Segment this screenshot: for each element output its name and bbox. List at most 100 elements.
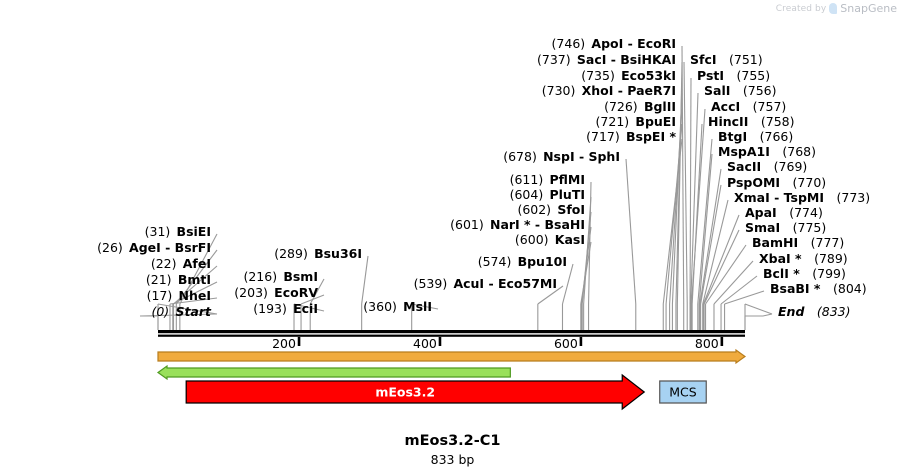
enzyme-name: BamHI [752, 235, 799, 250]
enzyme-name: XmaI - TspMI [734, 190, 824, 205]
enzyme-name: End [778, 304, 805, 319]
enzyme-position: (789) [814, 251, 848, 266]
enzyme-position: (604) [509, 187, 544, 202]
leader-line [713, 260, 754, 305]
enzyme-name: BmtI [177, 272, 211, 287]
leader-line [681, 45, 685, 305]
enzyme-name: PflMI [549, 172, 585, 187]
enzyme-name: Bsu36I [314, 246, 362, 261]
enzyme-name: Bpu10I [517, 254, 567, 269]
enzyme-label: (726) BglII [604, 100, 676, 113]
enzyme-position: (777) [810, 235, 845, 250]
enzyme-position: (289) [274, 246, 308, 261]
enzyme-position: (717) [586, 129, 620, 144]
enzyme-name: Eco53kI [621, 68, 676, 83]
enzyme-position: (735) [581, 68, 615, 83]
enzyme-position: (833) [816, 304, 851, 319]
enzyme-label: (730) XhoI - PaeR7I [542, 84, 676, 97]
enzyme-label: BsaBI * (804) [770, 282, 867, 295]
enzyme-position: (22) [150, 256, 177, 271]
leader-line [361, 255, 369, 305]
enzyme-label: (600) KasI [515, 233, 585, 246]
enzyme-name: EcoRV [274, 285, 318, 300]
enzyme-position: (193) [253, 301, 287, 316]
enzyme-name: XbaI * [759, 251, 802, 266]
leader-line [625, 158, 637, 305]
enzyme-name: ApoI - EcoRI [591, 36, 676, 51]
enzyme-position: (721) [595, 114, 630, 129]
enzyme-label: (604) PluTI [510, 188, 585, 201]
enzyme-label: (735) Eco53kI [581, 69, 676, 82]
enzyme-label: BtgI (766) [718, 130, 793, 143]
enzyme-label: (0) Start [151, 305, 211, 318]
enzyme-label: (289) Bsu36I [274, 247, 362, 260]
leader-line [689, 77, 692, 305]
enzyme-label: PspOMI (770) [727, 176, 826, 189]
enzyme-position: (757) [752, 99, 787, 114]
enzyme-name: BpuEI [635, 114, 676, 129]
enzyme-name: MspA1I [718, 144, 770, 159]
enzyme-name: AcuI - Eco57MI [453, 276, 557, 291]
enzyme-label: (602) SfoI [517, 203, 585, 216]
enzyme-position: (774) [789, 205, 823, 220]
leader-line [690, 92, 699, 305]
leader-line [705, 244, 747, 305]
leader-line [580, 241, 592, 305]
enzyme-label: (717) BspEI * [586, 130, 676, 143]
leader-line [698, 153, 713, 305]
leader-line [720, 275, 758, 305]
enzyme-label: (216) BsmI [243, 270, 318, 283]
enzyme-label: (574) Bpu10I [478, 255, 567, 268]
enzyme-label: (746) ApoI - EcoRI [552, 37, 676, 50]
enzyme-label: SfcI (751) [690, 53, 763, 66]
snapgene-watermark: Created by SnapGene [776, 2, 897, 15]
enzyme-position: (804) [832, 281, 867, 296]
enzyme-position: (758) [760, 114, 795, 129]
enzyme-name: NarI * - BsaHI [489, 217, 585, 232]
leader-line [724, 290, 765, 305]
enzyme-name: BsiEI [176, 224, 211, 239]
terminus-leader [139, 313, 218, 330]
enzyme-name: SalI [704, 83, 731, 98]
enzyme-position: (768) [782, 144, 816, 159]
enzyme-label: (203) EcoRV [234, 286, 318, 299]
enzyme-position: (756) [742, 83, 777, 98]
enzyme-position: (751) [729, 52, 763, 67]
leader-line [691, 123, 703, 305]
enzyme-name: SmaI [745, 220, 781, 235]
enzyme-label: (737) SacI - BsiHKAI [537, 53, 676, 66]
enzyme-label: (539) AcuI - Eco57MI [414, 277, 557, 290]
enzyme-position: (611) [509, 172, 544, 187]
leader-line [157, 303, 218, 315]
enzyme-label: (193) EciI [253, 302, 318, 315]
enzyme-label: PstI (755) [697, 69, 770, 82]
leader-line [697, 138, 713, 305]
enzyme-position: (775) [792, 220, 827, 235]
enzyme-label: AccI (757) [711, 100, 786, 113]
enzyme-label: (601) NarI * - BsaHI [450, 218, 585, 231]
leader-line [702, 199, 729, 305]
feature-primer-arrow [156, 364, 511, 381]
feature-mEos3.2-cds [185, 373, 646, 411]
enzyme-label: (26) AgeI - BsrFI [97, 241, 211, 254]
leader-line [703, 229, 740, 305]
leader-line [683, 61, 688, 305]
enzyme-label: (611) PflMI [510, 173, 585, 186]
enzyme-name: BtgI [718, 129, 748, 144]
leader-line [411, 303, 439, 310]
enzyme-label: (22) AfeI [151, 257, 211, 270]
enzyme-name: ApaI [745, 205, 777, 220]
leader-line [537, 285, 564, 305]
feature-label-mcs-box: MCS [669, 384, 697, 400]
enzyme-position: (600) [514, 232, 549, 247]
ruler-tick [579, 337, 583, 346]
leader-line [665, 123, 683, 305]
enzyme-label: (31) BsiEI [145, 225, 211, 238]
ruler-tick [438, 337, 442, 346]
enzyme-name: AgeI - BsrFI [129, 240, 211, 255]
snapgene-logo-icon [829, 3, 838, 14]
enzyme-name: SfoI [557, 202, 585, 217]
enzyme-name: HincII [708, 114, 749, 129]
enzyme-label: (678) NspI - SphI [503, 150, 620, 163]
enzyme-position: (31) [144, 224, 171, 239]
